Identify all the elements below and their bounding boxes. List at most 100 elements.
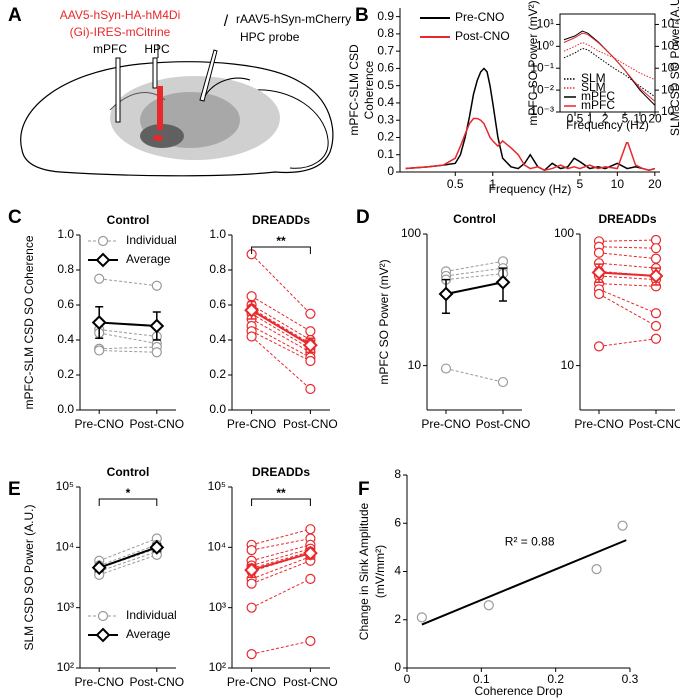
x-tick-label: Post-CNO: [629, 417, 680, 431]
thalamus: [140, 124, 184, 148]
scatter-point: [416, 612, 427, 623]
y-tick-label: 0.9: [377, 9, 394, 23]
legend-label: Pre-CNO: [455, 10, 504, 24]
y-axis-label: mPFC SO Power (mV²): [526, 0, 540, 125]
subject-line: [598, 293, 657, 327]
cerebellum: [254, 89, 329, 169]
legend-marker: [97, 610, 109, 622]
y-tick-label: 10²: [661, 60, 678, 74]
y-tick-label: 10³: [209, 600, 226, 614]
subject-point: [151, 347, 162, 358]
average-line: [251, 552, 311, 572]
subject-point: [246, 578, 257, 589]
subject-line: [251, 640, 311, 655]
y-tick-label: 0.4: [209, 332, 226, 346]
y-tick-label: 0.5: [377, 78, 394, 92]
y-tick-label: 0: [387, 164, 394, 178]
x-tick-label: Pre-CNO: [421, 417, 470, 431]
hpc-probe: [152, 57, 158, 89]
y-tick-label: 10¹: [537, 17, 554, 31]
y-tick-label: 10³: [661, 39, 678, 53]
subject-point: [305, 635, 316, 647]
x-tick-label: Pre-CNO: [227, 417, 276, 431]
x-tick-label: 1: [587, 112, 594, 126]
y-axis-label: (mV/mm²): [373, 545, 387, 598]
y-tick-label: 0: [394, 660, 401, 674]
x-tick-label: 5: [622, 112, 629, 126]
significance-label: **: [276, 486, 286, 500]
brain-diagram: [20, 44, 334, 177]
y-tick-label: 10³: [57, 600, 74, 614]
y-tick-label: 10: [408, 358, 422, 372]
series-line: [405, 117, 656, 172]
x-tick-label: 10: [611, 177, 625, 191]
subject-line: [251, 551, 311, 569]
y-tick-label: 10²: [209, 660, 226, 674]
subject-point: [497, 376, 509, 388]
panel-letter: B: [355, 5, 369, 26]
average-line: [99, 321, 157, 327]
series-line: [563, 47, 656, 98]
subject-point: [305, 524, 316, 535]
subject-line: [251, 560, 311, 585]
legend-label: Average: [126, 252, 171, 266]
subject-point: [246, 544, 257, 556]
subject-line: [99, 554, 157, 576]
y-tick-label: 0.1: [377, 147, 394, 161]
x-tick-label: 2: [602, 112, 609, 126]
legend-label: mPFC: [581, 98, 615, 112]
subject-line: [598, 275, 657, 281]
subject-point: [650, 308, 662, 319]
significance-bracket: [251, 246, 311, 254]
x-tick-label: 1: [489, 177, 496, 191]
subject-point: [650, 333, 662, 344]
y-tick-label: 10⁻³: [530, 104, 554, 118]
subject-point: [593, 341, 605, 352]
y-tick-label: 0.4: [377, 95, 394, 109]
x-axis-label: Frequency (Hz): [489, 182, 572, 196]
subject-line: [251, 578, 311, 609]
legend-marker: [95, 627, 111, 643]
legend-label: mPFC: [581, 89, 615, 103]
y-tick-label: 0.6: [209, 297, 226, 311]
subject-point: [246, 291, 257, 302]
chart-title: DREADDs: [252, 213, 310, 227]
x-tick-label: 20: [648, 112, 662, 126]
subject-line: [251, 308, 311, 344]
y-tick-label: 4: [394, 564, 401, 578]
x-tick-label: Post-CNO: [476, 417, 531, 431]
legend-label: Average: [126, 627, 171, 641]
average-point: [91, 315, 107, 330]
average-line: [251, 309, 311, 347]
y-tick-label: 10⁵: [56, 479, 74, 493]
significance-label: **: [276, 234, 286, 248]
average-point: [91, 560, 107, 576]
x-tick-label: Post-CNO: [129, 417, 184, 431]
y-tick-label: 10⁵: [208, 479, 226, 493]
subject-line: [251, 528, 311, 546]
subject-line: [598, 262, 657, 269]
subject-line: [99, 538, 157, 562]
virus-label: AAV5-hSyn-HA-hM4Di: [60, 8, 180, 22]
subject-point: [305, 355, 316, 367]
y-tick-label: 2: [394, 612, 401, 626]
subject-line: [99, 329, 157, 337]
subject-line: [99, 350, 157, 353]
subject-point: [246, 602, 257, 613]
y-axis-label: mPFC-SLM CSD: [347, 44, 361, 136]
subject-line: [598, 288, 657, 314]
y-tick-label: 0.8: [377, 26, 394, 40]
y2-axis-label: SLM CSD SO Power (A.U.): [668, 0, 680, 136]
x-tick-label: 10: [633, 112, 647, 126]
subject-line: [598, 239, 657, 242]
y-tick-label: 10: [561, 358, 575, 372]
chart-title: Control: [453, 212, 496, 226]
subject-line: [445, 273, 504, 281]
y-axis-label: SLM CSD SO Power (A.U.): [22, 504, 36, 650]
subject-line: [251, 548, 311, 566]
average-point: [438, 286, 454, 302]
subject-line: [251, 556, 311, 580]
subject-point: [650, 320, 662, 332]
legend-marker: [97, 235, 109, 247]
average-line: [598, 271, 657, 277]
